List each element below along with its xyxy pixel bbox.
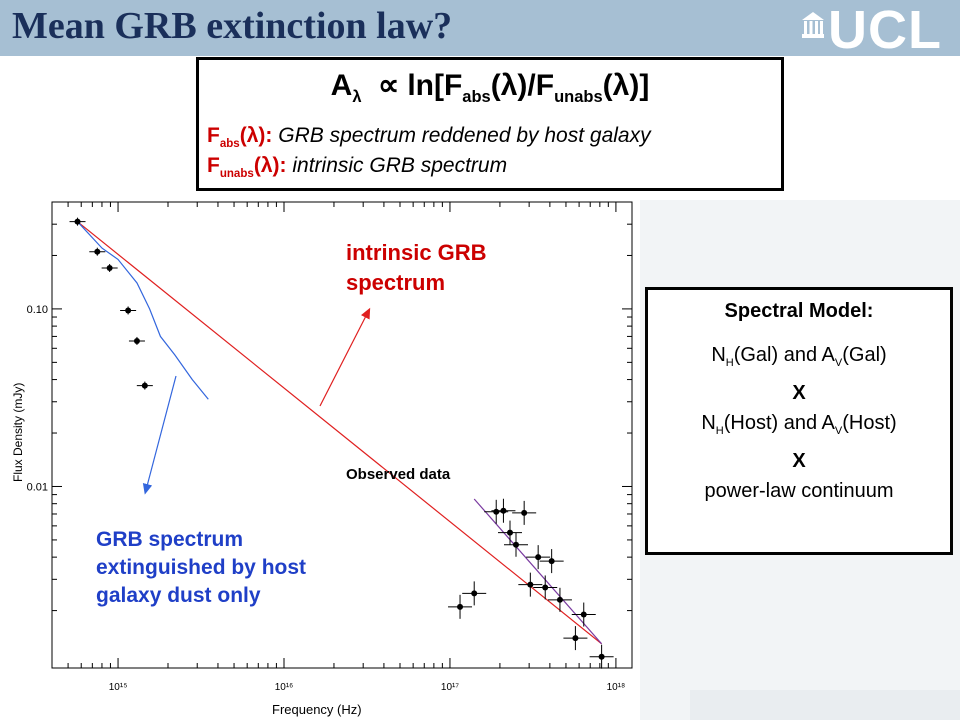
definition-abs: Fabs(λ): GRB spectrum reddened by host g… — [207, 124, 651, 151]
data-point-marker — [527, 581, 534, 588]
y-tick-label: 0.01 — [27, 481, 48, 493]
data-point-marker — [521, 509, 528, 516]
model-curves — [77, 221, 603, 645]
data-point — [518, 572, 543, 597]
x-tick-label: 10¹⁵ — [109, 682, 128, 690]
data-point-marker — [94, 248, 101, 255]
data-point-marker — [106, 264, 113, 271]
data-point — [69, 217, 86, 226]
data-point — [504, 532, 528, 557]
intrinsic-spectrum-label: intrinsic GRB spectrum — [346, 240, 487, 295]
data-point-marker — [580, 611, 587, 618]
times-symbol-2: X — [792, 450, 806, 472]
data-point — [571, 602, 596, 627]
logo-text: UCL — [828, 0, 942, 60]
data-point — [101, 263, 118, 272]
data-points — [69, 217, 614, 669]
power-law-component: power-law continuum — [704, 480, 894, 502]
intrinsic-grb-line — [77, 221, 602, 645]
sed-plot: 10¹⁵ 10¹⁶ 10¹⁷ 10¹⁸ 0.10 0.01 — [27, 201, 633, 690]
y-axis-label: Flux Density (mJy) — [11, 382, 25, 482]
host-component: NH(Host) and AV(Host) — [701, 412, 897, 437]
data-point — [539, 549, 564, 574]
spectral-model-title: Spectral Model: — [724, 300, 874, 322]
observed-data-label: Observed data — [346, 466, 451, 483]
data-point — [462, 581, 487, 606]
background-panel-bottom — [690, 690, 960, 720]
y-tick-label: 0.10 — [27, 304, 48, 316]
data-point — [136, 381, 153, 390]
data-point — [448, 594, 473, 619]
data-point — [533, 575, 558, 600]
data-point — [547, 587, 572, 612]
data-point-marker — [125, 307, 132, 314]
data-point-marker — [535, 554, 542, 561]
data-point-marker — [572, 635, 579, 642]
x-axis-label: Frequency (Hz) — [272, 702, 362, 717]
x-tick-label: 10¹⁶ — [275, 682, 294, 690]
title-bar: Mean GRB extinction law? UCL — [0, 0, 960, 60]
extinction-formula: Aλ ∝ ln[Fabs(λ)/Funabs(λ)] — [330, 69, 650, 106]
axis-ticks: 10¹⁵ 10¹⁶ 10¹⁷ 10¹⁸ 0.10 0.01 — [27, 202, 632, 690]
data-point — [563, 626, 588, 651]
data-point-marker — [141, 382, 148, 389]
data-point — [512, 500, 537, 525]
fit-line — [473, 498, 603, 645]
data-point — [526, 545, 551, 570]
data-point-marker — [548, 558, 555, 565]
data-point — [491, 498, 516, 523]
extinguished-arrow — [142, 375, 177, 495]
data-point-marker — [542, 584, 549, 591]
galactic-component: NH(Gal) and AV(Gal) — [711, 344, 887, 369]
data-point-marker — [506, 529, 513, 536]
data-point — [497, 520, 522, 545]
data-point — [120, 306, 137, 315]
formula-box: Aλ ∝ ln[Fabs(λ)/Funabs(λ)] Fabs(λ): GRB s… — [196, 57, 784, 191]
data-point-marker — [598, 653, 605, 660]
data-point-marker — [133, 337, 140, 344]
slide-title: Mean GRB extinction law? — [12, 5, 453, 47]
x-tick-label: 10¹⁷ — [441, 682, 459, 690]
data-point — [89, 247, 106, 256]
grb-spectrum-line — [77, 221, 209, 400]
data-point-marker — [556, 596, 563, 603]
data-point — [128, 336, 145, 345]
data-point-marker — [457, 603, 464, 610]
data-point-marker — [471, 590, 478, 597]
data-point-marker — [500, 507, 507, 514]
data-point-marker — [493, 508, 500, 515]
data-point-marker — [513, 541, 519, 548]
ucl-logo: UCL — [802, 0, 942, 60]
portico-icon — [802, 12, 825, 38]
plot-frame — [51, 201, 633, 669]
definition-unabs: Funabs(λ): intrinsic GRB spectrum — [207, 154, 508, 181]
data-point — [589, 644, 614, 669]
x-tick-label: 10¹⁸ — [607, 682, 626, 690]
times-symbol-1: X — [792, 382, 806, 404]
spectral-model-box: Spectral Model: NH(Gal) and AV(Gal) X NH… — [645, 287, 953, 555]
intrinsic-arrow — [319, 307, 371, 407]
extinguished-spectrum-label: GRB spectrum extinguished by host galaxy… — [96, 528, 307, 607]
data-point-marker — [74, 218, 81, 225]
